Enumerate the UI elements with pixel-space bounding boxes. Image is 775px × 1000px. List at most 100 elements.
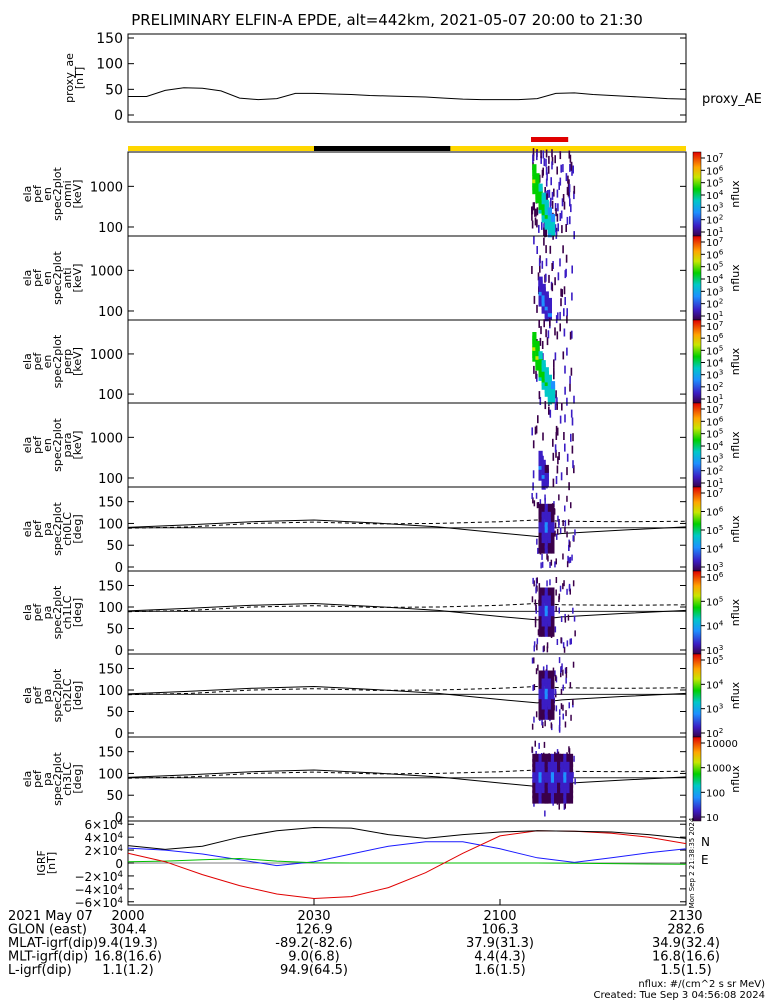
flux-cell — [531, 596, 534, 603]
flux-cell — [565, 173, 568, 182]
flux-cell — [550, 559, 553, 566]
flux-cell — [541, 628, 546, 637]
flux-cell — [532, 577, 534, 584]
flux-cell — [544, 753, 549, 762]
flux-cell — [538, 613, 543, 622]
flux-cell — [547, 769, 552, 778]
flux-cell — [569, 216, 571, 225]
ylabel-line: pa — [41, 522, 54, 536]
colorbar-tick-label: 106 — [706, 331, 724, 345]
flux-cell — [566, 769, 570, 778]
ylabel-line: ela — [21, 521, 34, 538]
flux-cell — [555, 577, 558, 583]
flux-cell — [563, 580, 565, 587]
flux-cell — [550, 711, 555, 720]
flux-cell — [536, 538, 538, 545]
flux-cell — [564, 414, 566, 423]
flux-cell — [541, 706, 546, 715]
flux-cell — [569, 682, 572, 689]
flux-cell — [564, 526, 566, 533]
flux-cell — [550, 618, 555, 627]
flux-cell — [542, 666, 545, 673]
flux-cell — [541, 529, 546, 538]
flux-cell — [531, 746, 533, 753]
flux-cell — [563, 328, 566, 337]
flux-cell — [545, 166, 548, 175]
flux-cell — [535, 340, 540, 349]
flux-cell — [569, 541, 571, 548]
flux-cell — [554, 203, 557, 211]
flux-cell — [566, 397, 568, 406]
time-axis-value: 282.6 — [667, 923, 704, 938]
flux-cell — [554, 753, 558, 762]
flux-cell — [557, 272, 560, 281]
ylabel-line: ch2LC — [61, 678, 74, 712]
flux-cell — [554, 402, 557, 410]
flux-cell — [538, 183, 543, 192]
flux-cell — [560, 210, 563, 219]
colorbar-tick-label: 105 — [706, 523, 723, 537]
time-axis-value: -89.2(-82.6) — [275, 936, 352, 951]
flux-cell — [564, 505, 566, 512]
colorbar-tick-label: 103 — [706, 284, 723, 298]
flux-cell — [547, 753, 552, 762]
flux-cell — [557, 203, 559, 212]
time-axis-value: 9.0(6.8) — [288, 950, 340, 965]
flux-cell — [536, 304, 538, 313]
flux-cell — [532, 684, 534, 691]
flux-cell — [556, 749, 559, 756]
flux-cell — [539, 397, 542, 405]
flux-cell — [544, 603, 549, 611]
flux-cell — [535, 779, 539, 788]
flux-cell — [558, 657, 561, 664]
flux-cell — [534, 426, 537, 435]
y-tick-label: 150 — [98, 496, 123, 511]
y-tick-label: 100 — [98, 305, 123, 320]
y-tick-label: 50 — [106, 622, 123, 637]
ae-frame — [127, 33, 687, 123]
sunlight-bar — [128, 146, 314, 151]
colorbar-tick-label: 107 — [706, 402, 723, 416]
flux-cell — [538, 779, 543, 788]
flux-cell — [567, 188, 570, 197]
flux-cell — [550, 628, 555, 637]
ylabel-line: ch1LC — [61, 595, 74, 629]
time-axis-value: 304.4 — [109, 923, 146, 938]
flux-cell — [541, 459, 546, 468]
flux-cell — [544, 291, 549, 300]
flux-cell — [544, 509, 549, 517]
flux-cell — [568, 184, 571, 193]
orbit-status-bar — [128, 137, 686, 151]
flux-cell — [538, 608, 543, 617]
flux-cell — [540, 326, 542, 335]
flux-cell — [554, 795, 558, 804]
pitch-angle-panel-ch0LC: 150100500elapefpaspec2plotch0LC[deg]1071… — [21, 486, 742, 576]
flux-cell — [556, 213, 559, 222]
flux-cell — [570, 433, 572, 442]
flux-cell — [554, 352, 557, 361]
ylabel-line: proxy_ae — [63, 53, 76, 103]
flux-cell — [544, 711, 549, 720]
flux-cell — [559, 258, 561, 267]
flux-cell — [533, 684, 536, 691]
colorbar-label: nflux — [729, 765, 742, 793]
colorbar-tick-label: 106 — [706, 414, 724, 428]
flux-cell — [533, 716, 535, 723]
flux-cell — [550, 587, 555, 596]
flux-cell — [541, 719, 543, 726]
flux-cell — [549, 318, 551, 327]
ylabel-line: [nT] — [45, 852, 58, 874]
flux-cell — [560, 671, 562, 678]
ylabel-line: ela — [21, 771, 34, 788]
flux-cell — [536, 644, 538, 651]
flux-cell — [541, 503, 546, 512]
flux-cell — [563, 646, 566, 653]
flux-cell — [540, 150, 542, 159]
flux-cell — [566, 588, 568, 595]
flux-cell — [555, 208, 557, 217]
